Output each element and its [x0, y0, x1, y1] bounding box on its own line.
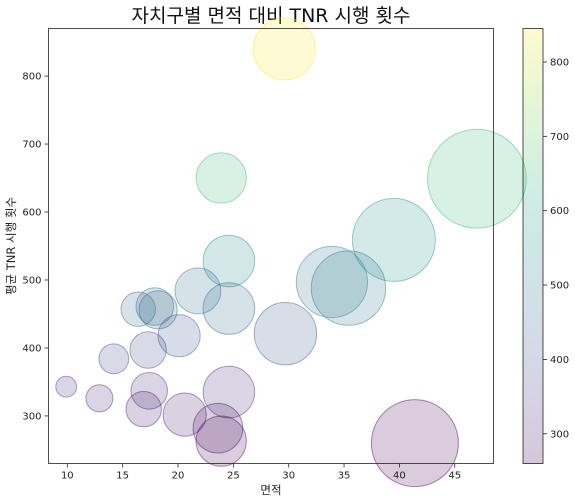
bubble-point — [162, 392, 207, 437]
colorbar: 300 400 500 600 700 800 — [522, 28, 569, 464]
x-tick-label: 30 — [282, 471, 295, 482]
bubble-point — [98, 343, 130, 375]
x-tick-label: 15 — [116, 471, 129, 482]
colorbar-tick-label: 700 — [550, 132, 569, 143]
bubble-point — [310, 250, 387, 326]
y-tick-label: 800 — [22, 72, 41, 83]
y-axis-label: 평균 TNR 시행 횟수 — [4, 197, 18, 295]
bubble-point — [202, 234, 256, 288]
plot-frame — [48, 28, 494, 464]
bubble-point — [85, 384, 114, 413]
colorbar-tick-label: 300 — [550, 429, 569, 440]
bubble-point — [253, 302, 318, 366]
bubble-point — [125, 390, 162, 428]
y-tick-label: 400 — [22, 343, 41, 354]
x-tick-label: 40 — [393, 471, 406, 482]
bubble-point — [295, 245, 368, 319]
x-axis-label: 면적 — [260, 483, 281, 497]
y-tick-label: 600 — [22, 208, 41, 219]
x-tick-label: 10 — [61, 471, 74, 482]
x-tick-label: 25 — [227, 471, 240, 482]
x-tick-label: 35 — [338, 471, 351, 482]
bubble-point — [370, 399, 459, 488]
y-axis-ticks: 300 400 500 600 700 800 — [22, 72, 49, 422]
colorbar-tick-label: 500 — [550, 281, 569, 292]
colorbar-tick-label: 400 — [550, 355, 569, 366]
colorbar-gradient — [523, 28, 543, 464]
bubble-layer — [55, 17, 527, 488]
bubble-point — [130, 372, 168, 410]
x-tick-label: 20 — [172, 471, 185, 482]
chart-title: 자치구별 면적 대비 TNR 시행 횟수 — [132, 5, 411, 27]
bubble-point — [55, 375, 78, 398]
bubble-point — [427, 128, 527, 229]
x-axis-ticks: 10 15 20 25 30 35 40 45 — [61, 463, 461, 482]
x-tick-label: 45 — [448, 471, 461, 482]
colorbar-tick-label: 800 — [550, 57, 569, 68]
colorbar-ticks: 300 400 500 600 700 800 — [543, 57, 569, 440]
bubble-point — [202, 282, 256, 335]
bubble-point — [135, 287, 175, 326]
bubble-point — [252, 17, 316, 81]
bubble-point — [202, 365, 256, 419]
bubble-point — [195, 152, 247, 204]
colorbar-tick-label: 600 — [550, 206, 569, 217]
bubble-point — [138, 290, 178, 330]
bubble-point — [195, 415, 247, 467]
y-tick-label: 300 — [22, 411, 41, 422]
bubble-point — [157, 314, 201, 358]
colorbar-frame — [522, 28, 544, 464]
bubble-point — [351, 197, 436, 282]
y-tick-label: 500 — [22, 275, 41, 286]
bubble-point — [174, 267, 222, 315]
bubble-point — [120, 291, 156, 327]
bubble-point — [192, 402, 244, 454]
bubble-point — [129, 331, 167, 369]
y-tick-label: 700 — [22, 140, 41, 151]
